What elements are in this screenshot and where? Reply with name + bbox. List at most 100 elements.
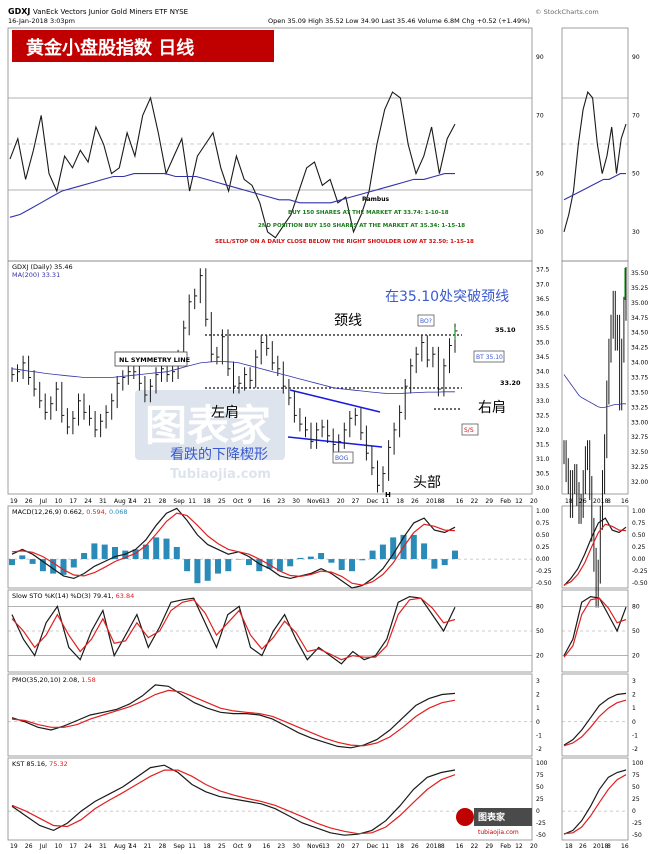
bt-tag xyxy=(473,350,505,363)
rsi-tick: 90 xyxy=(536,54,544,61)
pmo-tick: 3 xyxy=(536,678,540,685)
x-tick-bottom: Sep xyxy=(173,843,185,850)
sto-tick: 50 xyxy=(536,628,544,635)
price-tick: 32.5 xyxy=(536,412,550,419)
neckline-label: 颈线 xyxy=(334,313,362,329)
pmo-line xyxy=(11,684,456,749)
x-tick-bottom: 16 xyxy=(456,843,464,850)
rsi-mini-ma-line xyxy=(563,173,626,201)
price-tick: 31.5 xyxy=(536,442,550,449)
pmo-tick: -2 xyxy=(536,746,542,753)
timestamp: 16-Jan-2018 3:03pm xyxy=(8,17,75,25)
breakout-label: 在35.10处突破颈线 xyxy=(385,289,509,305)
macd-histogram-bar xyxy=(338,559,345,570)
price-panel-frame xyxy=(7,260,533,495)
kst-mini-tick: 0 xyxy=(632,808,636,815)
sto-plot xyxy=(8,595,628,665)
kst-mini-panel-frame xyxy=(561,757,629,841)
bt-tag-label: BT 35.10 xyxy=(476,354,503,361)
macd-histogram-bar xyxy=(452,550,458,559)
macd-histogram-bar xyxy=(173,547,180,560)
x-tick: 17 xyxy=(69,498,77,505)
x-tick: Dec xyxy=(367,498,379,505)
x-tick: 18 xyxy=(396,498,404,505)
macd-mini-tick: 0.00 xyxy=(632,556,646,563)
price-tick: 36.5 xyxy=(536,296,550,303)
kst-y-ticks: 100 75 50 25 0 -25 -50 100 75 50 25 0 -25 -50 xyxy=(536,760,644,839)
x-tick: 20 xyxy=(337,498,345,505)
x-tick: 25 xyxy=(218,498,226,505)
x-tick: 9 xyxy=(248,498,252,505)
price-tick: 30.5 xyxy=(536,471,550,478)
kst-tick: 100 xyxy=(536,760,548,767)
pmo-plot xyxy=(8,684,628,749)
x-tick: 11 xyxy=(381,498,389,505)
kst-signal-line xyxy=(11,769,456,835)
head-label: 头部 xyxy=(413,475,441,491)
kst-mini-line xyxy=(563,769,627,835)
macd-plot xyxy=(8,507,532,589)
kst-mini-signal-line xyxy=(563,774,627,835)
rsi-mini-line xyxy=(563,90,627,233)
price-mini-tick: 34.25 xyxy=(631,345,648,352)
x-tick: 16 xyxy=(456,498,464,505)
macd-histogram-bar xyxy=(390,537,397,560)
macd-histogram-bar xyxy=(328,559,335,563)
bog-tag xyxy=(332,451,354,464)
rsi-tick: 50 xyxy=(536,171,544,178)
banner-title: 黄金小盘股指数 日线 xyxy=(26,37,194,59)
x-tick-bottom: Dec xyxy=(367,843,379,850)
x-tick: 11 xyxy=(188,498,196,505)
macd-histogram-bar xyxy=(112,547,118,560)
x-tick-bottom: 19 xyxy=(10,843,18,850)
x-tick: 23 xyxy=(277,498,285,505)
x-mini-tick-bottom: 8 xyxy=(607,843,611,850)
macd-histogram-bar xyxy=(266,559,273,569)
x-tick-bottom: 26 xyxy=(25,843,33,850)
x-tick: Sep xyxy=(173,498,185,505)
x-tick: 27 xyxy=(352,498,360,505)
macd-histogram-bar xyxy=(225,559,232,572)
price-tick: 30.0 xyxy=(536,485,550,492)
sto-mini-tick: 20 xyxy=(632,653,640,660)
x-tick-bottom: 17 xyxy=(69,843,77,850)
x-tick: 8 xyxy=(441,498,445,505)
x-tick: Feb xyxy=(500,498,511,505)
x-mini-tick-bottom: 26 xyxy=(579,843,587,850)
x-tick: 2018 xyxy=(426,498,441,505)
price-tick: 31.0 xyxy=(536,456,550,463)
macd-histogram-bar xyxy=(307,556,314,559)
sto-mini-d-line xyxy=(563,597,627,658)
pmo-mini-tick: -2 xyxy=(632,746,638,753)
price-plot xyxy=(11,268,626,493)
price-tick: 33.0 xyxy=(536,398,550,405)
macd-histogram-bar xyxy=(246,559,252,566)
stockcharts-watermark: © StockCharts.com xyxy=(535,8,599,16)
x-tick: 29 xyxy=(485,498,493,505)
macd-histogram-bar xyxy=(29,559,36,564)
macd-mini-tick: -0.25 xyxy=(632,568,648,575)
x-tick-bottom: 18 xyxy=(396,843,404,850)
macd-tick: 0.75 xyxy=(536,520,550,527)
x-tick-bottom: 29 xyxy=(485,843,493,850)
macd-histogram-bar xyxy=(184,559,191,572)
macd-mini-tick: 0.25 xyxy=(632,544,646,551)
price-mini-tick: 35.25 xyxy=(631,285,648,292)
trade-notes: BUY 150 SHARES AT THE MARKET AT 33.74: 1… xyxy=(215,210,474,245)
sto-mini-tick: 80 xyxy=(632,603,640,610)
x-tick: Aug 7 xyxy=(114,498,132,505)
price-tick: 36.0 xyxy=(536,310,550,317)
macd-legend: MACD(12,26,9) 0.662, 0.594, 0.068 xyxy=(12,508,128,516)
h-tag-label: H xyxy=(385,491,391,499)
macd-line xyxy=(11,507,456,589)
rsi-mini-plot xyxy=(563,90,627,233)
macd-histogram-bar xyxy=(91,543,98,560)
x-tick: 18 xyxy=(203,498,211,505)
rs-value-label: 33.20 xyxy=(500,379,521,387)
tubiaojia-watermark: 图表家 Tubiaojia.com xyxy=(135,390,285,482)
macd-histogram-bar xyxy=(39,559,46,572)
x-tick: Jul xyxy=(39,498,48,505)
macd-tick: -0.25 xyxy=(536,568,552,575)
kst-plot xyxy=(8,764,628,836)
x-tick-bottom: 31 xyxy=(99,843,107,850)
